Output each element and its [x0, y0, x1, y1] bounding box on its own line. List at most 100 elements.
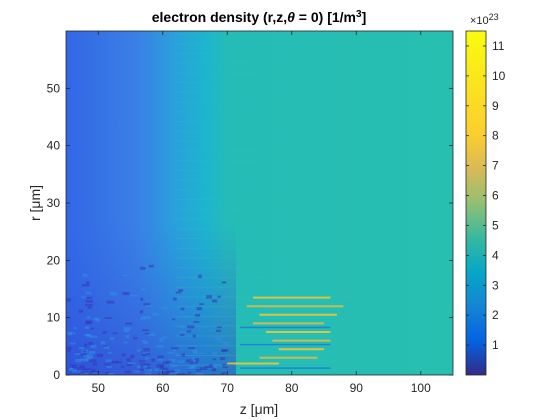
- density-speckle: [181, 353, 185, 357]
- density-speckle: [85, 299, 93, 303]
- colorbar-tick-label: 2: [492, 308, 499, 322]
- density-speckle: [85, 320, 93, 324]
- density-speckle: [215, 329, 221, 332]
- density-speckle: [143, 365, 148, 369]
- density-speckle: [154, 368, 159, 371]
- density-speckle: [92, 362, 98, 366]
- density-speckle: [223, 341, 230, 345]
- density-speckle: [85, 291, 92, 295]
- density-speckle: [144, 368, 152, 372]
- density-speckle: [141, 287, 145, 291]
- density-speckle: [212, 368, 216, 371]
- x-tick-label: 50: [92, 381, 106, 395]
- density-speckle: [89, 359, 97, 363]
- density-speckle: [171, 318, 176, 321]
- density-speckle: [186, 359, 194, 363]
- density-speckle: [126, 358, 131, 362]
- y-axis: 0 10 20 30 40 50: [47, 81, 453, 382]
- density-speckle: [198, 274, 202, 279]
- density-speckle: [81, 284, 90, 287]
- density-speckle: [112, 332, 118, 335]
- density-speckle: [182, 373, 189, 375]
- y-tick-label: 40: [47, 139, 61, 153]
- density-speckle: [133, 370, 140, 373]
- density-speckle: [103, 345, 107, 347]
- density-speckle: [196, 352, 205, 355]
- density-speckle: [145, 357, 149, 360]
- density-speckle: [90, 345, 97, 349]
- density-speckle: [141, 353, 147, 356]
- density-speckle: [121, 353, 126, 357]
- density-speckle: [144, 332, 150, 335]
- density-speckle: [125, 334, 130, 339]
- y-tick-label: 0: [53, 368, 60, 382]
- density-speckle: [87, 357, 94, 359]
- density-speckle: [123, 341, 128, 344]
- density-speckle: [89, 335, 98, 339]
- colorbar-gradient: [465, 30, 487, 376]
- density-speckle: [164, 370, 170, 375]
- density-speckle: [80, 367, 86, 370]
- density-speckle: [209, 329, 217, 332]
- density-speckle: [222, 349, 229, 352]
- x-axis-label: z [μm]: [240, 401, 278, 417]
- density-speckle: [204, 365, 213, 369]
- density-speckle: [148, 333, 156, 337]
- density-speckle: [194, 313, 201, 317]
- colorbar-tick-label: 5: [492, 218, 499, 232]
- density-speckle: [206, 295, 213, 299]
- density-speckle: [127, 362, 136, 365]
- density-speckle: [190, 361, 198, 364]
- density-speckle: [140, 316, 145, 320]
- density-speckle: [136, 349, 143, 352]
- density-speckle: [125, 322, 133, 325]
- density-speckle: [91, 368, 96, 373]
- density-speckle: [196, 306, 202, 311]
- density-speckle: [82, 273, 88, 277]
- density-speckle: [129, 295, 138, 297]
- density-speckle: [151, 312, 159, 316]
- density-speckle: [83, 355, 90, 358]
- density-speckle: [109, 336, 115, 340]
- density-speckle: [139, 310, 144, 314]
- density-speckle: [73, 327, 77, 330]
- density-speckle: [212, 358, 217, 361]
- density-speckle: [212, 351, 218, 355]
- chart-title: electron density (r,z,θ = 0) [1/m3]: [152, 9, 367, 25]
- density-speckle: [75, 358, 81, 363]
- density-speckle: [91, 372, 98, 374]
- y-tick-label: 20: [47, 253, 61, 267]
- density-speckle: [143, 341, 149, 345]
- density-speckle: [103, 346, 110, 349]
- density-speckle: [172, 297, 177, 301]
- density-speckle: [193, 321, 200, 323]
- density-speckle: [212, 299, 218, 303]
- density-speckle: [82, 350, 87, 353]
- density-speckle: [191, 365, 196, 369]
- density-speckle: [226, 371, 231, 374]
- colorbar-tick-label: 3: [492, 278, 499, 292]
- density-speckle: [146, 353, 151, 355]
- density-speckle: [139, 266, 146, 270]
- density-speckle: [78, 372, 86, 375]
- density-speckle: [86, 296, 93, 299]
- density-speckle: [151, 358, 156, 362]
- density-speckle: [143, 348, 150, 352]
- density-speckle: [181, 311, 185, 315]
- density-speckle: [199, 367, 208, 370]
- density-speckle: [197, 373, 204, 375]
- density-speckle: [157, 355, 164, 359]
- colorbar-tick-label: 8: [492, 129, 499, 143]
- density-speckle: [178, 289, 184, 292]
- density-speckle: [109, 291, 118, 296]
- density-speckle: [66, 346, 73, 349]
- density-speckle: [100, 340, 106, 345]
- density-speckle: [215, 337, 222, 341]
- density-speckle: [140, 368, 148, 372]
- density-speckle: [168, 358, 176, 363]
- density-speckle: [143, 303, 151, 306]
- density-speckle: [70, 367, 76, 370]
- density-speckle: [144, 363, 151, 366]
- density-speckle: [140, 297, 144, 301]
- density-speckle: [144, 372, 152, 375]
